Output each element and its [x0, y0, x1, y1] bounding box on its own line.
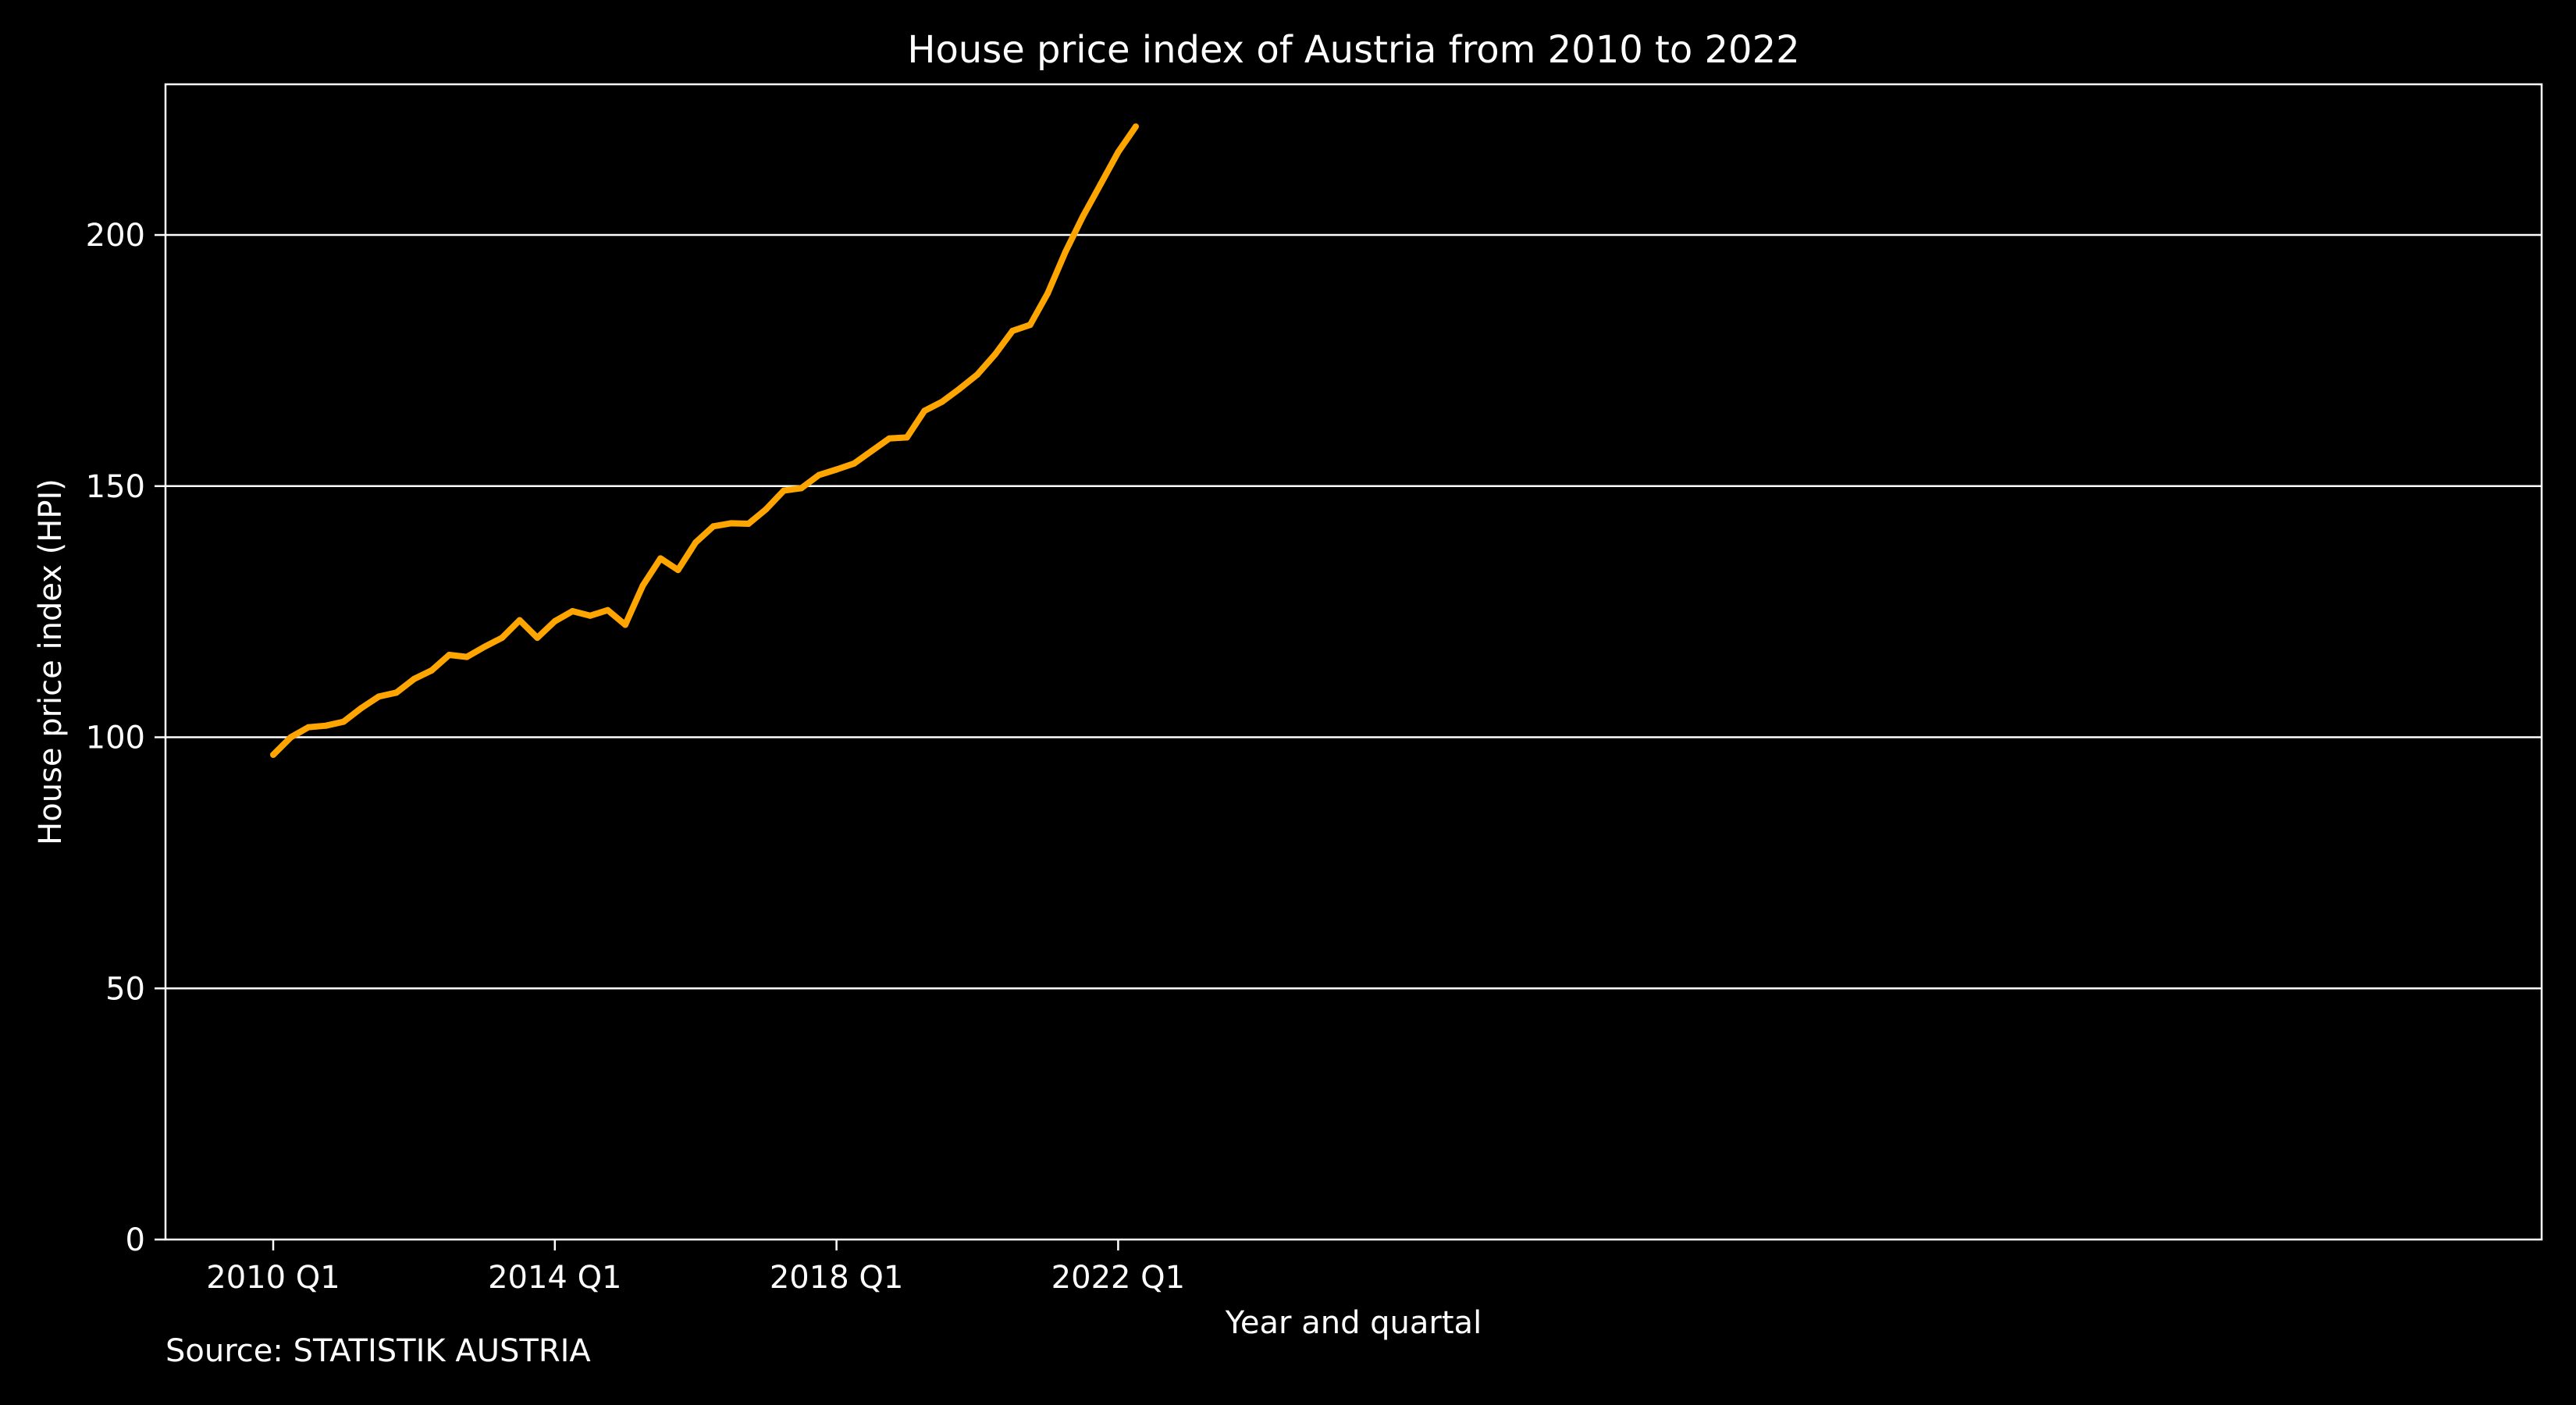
data-point — [938, 398, 945, 405]
data-point — [886, 435, 893, 442]
y-axis-label: House price index (HPI) — [33, 478, 69, 845]
data-point — [393, 689, 400, 696]
series-layer — [270, 123, 1139, 758]
y-tick-label: 100 — [86, 720, 145, 756]
data-point — [499, 635, 506, 642]
data-point — [569, 608, 576, 614]
data-point — [974, 371, 980, 378]
data-point — [358, 705, 365, 712]
plot-frame — [164, 83, 2543, 1241]
data-point — [921, 407, 928, 414]
data-point — [287, 734, 294, 741]
gridlines — [165, 233, 2542, 990]
data-point — [340, 718, 347, 725]
data-point — [816, 471, 823, 478]
data-point — [411, 675, 418, 682]
data-point — [956, 385, 963, 392]
y-tick-label: 200 — [86, 218, 145, 254]
data-point — [1115, 148, 1122, 155]
data-point — [270, 752, 276, 758]
data-point — [481, 643, 488, 650]
data-point — [728, 520, 735, 527]
y-tick-label: 0 — [126, 1222, 145, 1258]
x-axis-label: Year and quartal — [1225, 1305, 1482, 1341]
data-point — [516, 617, 523, 624]
data-point — [446, 652, 453, 658]
data-point — [692, 539, 699, 546]
data-point — [1044, 290, 1051, 297]
data-point — [798, 485, 805, 492]
data-point — [1097, 181, 1104, 188]
data-point — [305, 724, 312, 731]
data-point — [868, 447, 875, 454]
x-tick-label: 2014 Q1 — [488, 1260, 621, 1296]
data-point — [851, 460, 858, 467]
y-tick-label: 50 — [105, 971, 145, 1007]
data-point — [745, 521, 752, 527]
x-tick-label: 2022 Q1 — [1051, 1260, 1185, 1296]
source-note: Source: STATISTIK AUSTRIA — [165, 1333, 591, 1369]
data-point — [1133, 123, 1139, 130]
data-point — [534, 635, 541, 642]
data-point — [763, 506, 770, 513]
x-tick-label: 2018 Q1 — [770, 1260, 903, 1296]
series-line — [271, 124, 1139, 757]
y-tick-label: 150 — [86, 469, 145, 505]
data-point — [781, 487, 787, 494]
data-point — [322, 722, 329, 729]
y-axis-ticks: 0 50 100 150 200 — [86, 218, 165, 1258]
data-point — [1009, 327, 1016, 334]
data-point — [674, 567, 681, 574]
data-point — [622, 621, 628, 628]
data-point — [604, 606, 611, 614]
chart-title: House price index of Austria from 2010 t… — [907, 28, 1799, 72]
data-point — [551, 617, 558, 624]
data-point — [429, 667, 435, 674]
data-point — [1026, 322, 1034, 329]
data-point — [710, 523, 717, 530]
data-point — [903, 434, 910, 441]
data-point — [991, 351, 998, 358]
x-axis-ticks: 2010 Q1 2014 Q1 2018 Q1 2022 Q1 — [206, 1240, 1185, 1296]
data-point — [639, 582, 646, 589]
data-point — [586, 612, 593, 619]
data-point — [464, 653, 470, 660]
data-point — [1080, 213, 1087, 220]
data-point — [1062, 248, 1069, 255]
data-point — [833, 466, 840, 473]
data-point — [657, 555, 664, 562]
data-point — [375, 693, 382, 700]
x-tick-label: 2010 Q1 — [206, 1260, 340, 1296]
